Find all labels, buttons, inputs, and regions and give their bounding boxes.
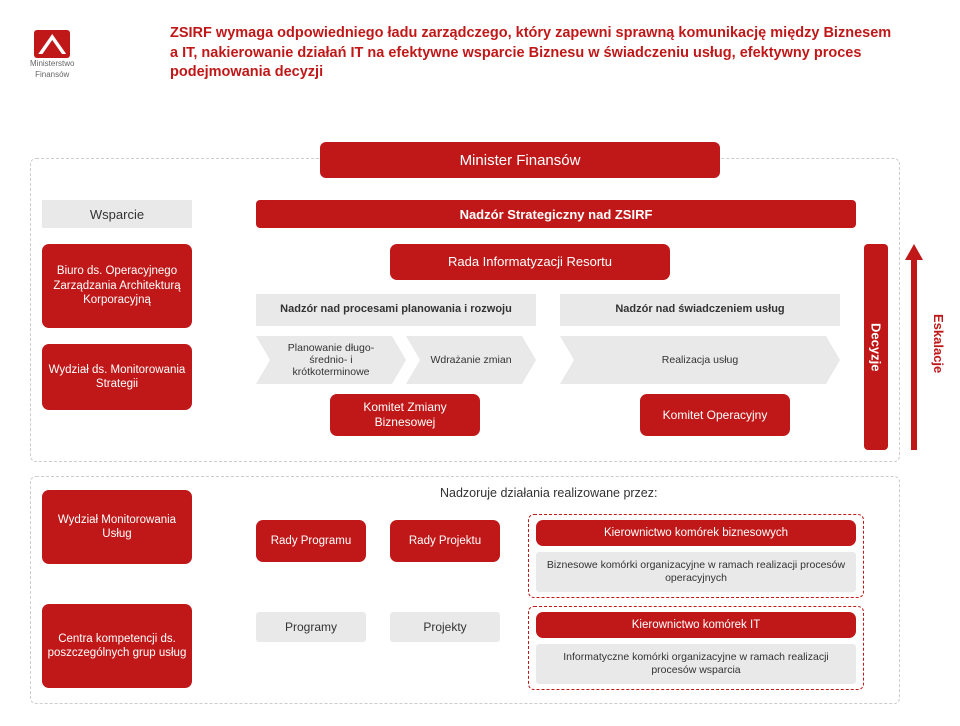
- rady-programu-box: Rady Programu: [256, 520, 366, 562]
- nadzor-strategiczny-header: Nadzór Strategiczny nad ZSIRF: [256, 200, 856, 228]
- wydzial-strategii-box: Wydział ds. Monitorowania Strategii: [42, 344, 192, 410]
- wsparcie-header: Wsparcie: [42, 200, 192, 228]
- eskalacje-label: Eskalacje: [931, 314, 946, 373]
- ministry-logo: Ministerstwo Finansów: [30, 30, 74, 80]
- kierownictwo-biznes-box: Kierownictwo komórek biznesowych: [536, 520, 856, 546]
- arrow-up-icon: [905, 244, 923, 260]
- nadzor-procesami-header: Nadzór nad procesami planowania i rozwoj…: [256, 294, 536, 326]
- decyzje-bar: Decyzje: [864, 244, 888, 450]
- logo-icon: [34, 30, 70, 58]
- programy-box: Programy: [256, 612, 366, 642]
- wydzial-uslug-box: Wydział Monitorowania Usług: [42, 490, 192, 564]
- arrow-realizacja: Realizacja usług: [560, 336, 840, 384]
- rady-projektu-box: Rady Projektu: [390, 520, 500, 562]
- komitet-zmiany-box: Komitet Zmiany Biznesowej: [330, 394, 480, 436]
- biznesowe-komorki-box: Biznesowe komórki organizacyjne w ramach…: [536, 552, 856, 592]
- arrow-planowanie: Planowanie długo- średnio- i krótkotermi…: [256, 336, 406, 384]
- centra-box: Centra kompetencji ds. poszczególnych gr…: [42, 604, 192, 688]
- arrow-wdrazanie: Wdrażanie zmian: [406, 336, 536, 384]
- kierownictwo-it-box: Kierownictwo komórek IT: [536, 612, 856, 638]
- komitet-operacyjny-box: Komitet Operacyjny: [640, 394, 790, 436]
- logo-line2: Finansów: [35, 71, 69, 80]
- arrow-line: [911, 260, 917, 450]
- nadzoruje-title: Nadzoruje działania realizowane przez:: [440, 486, 657, 500]
- projekty-box: Projekty: [390, 612, 500, 642]
- nadzor-swiadczeniem-header: Nadzór nad świadczeniem usług: [560, 294, 840, 326]
- headline-text: ZSIRF wymaga odpowiedniego ładu zarządcz…: [170, 24, 900, 83]
- minister-box: Minister Finansów: [320, 142, 720, 178]
- logo-line1: Ministerstwo: [30, 60, 74, 69]
- biuro-box: Biuro ds. Operacyjnego Zarządzania Archi…: [42, 244, 192, 328]
- informatyczne-komorki-box: Informatyczne komórki organizacyjne w ra…: [536, 644, 856, 684]
- eskalacje-arrow: Eskalacje: [902, 244, 926, 450]
- rada-box: Rada Informatyzacji Resortu: [390, 244, 670, 280]
